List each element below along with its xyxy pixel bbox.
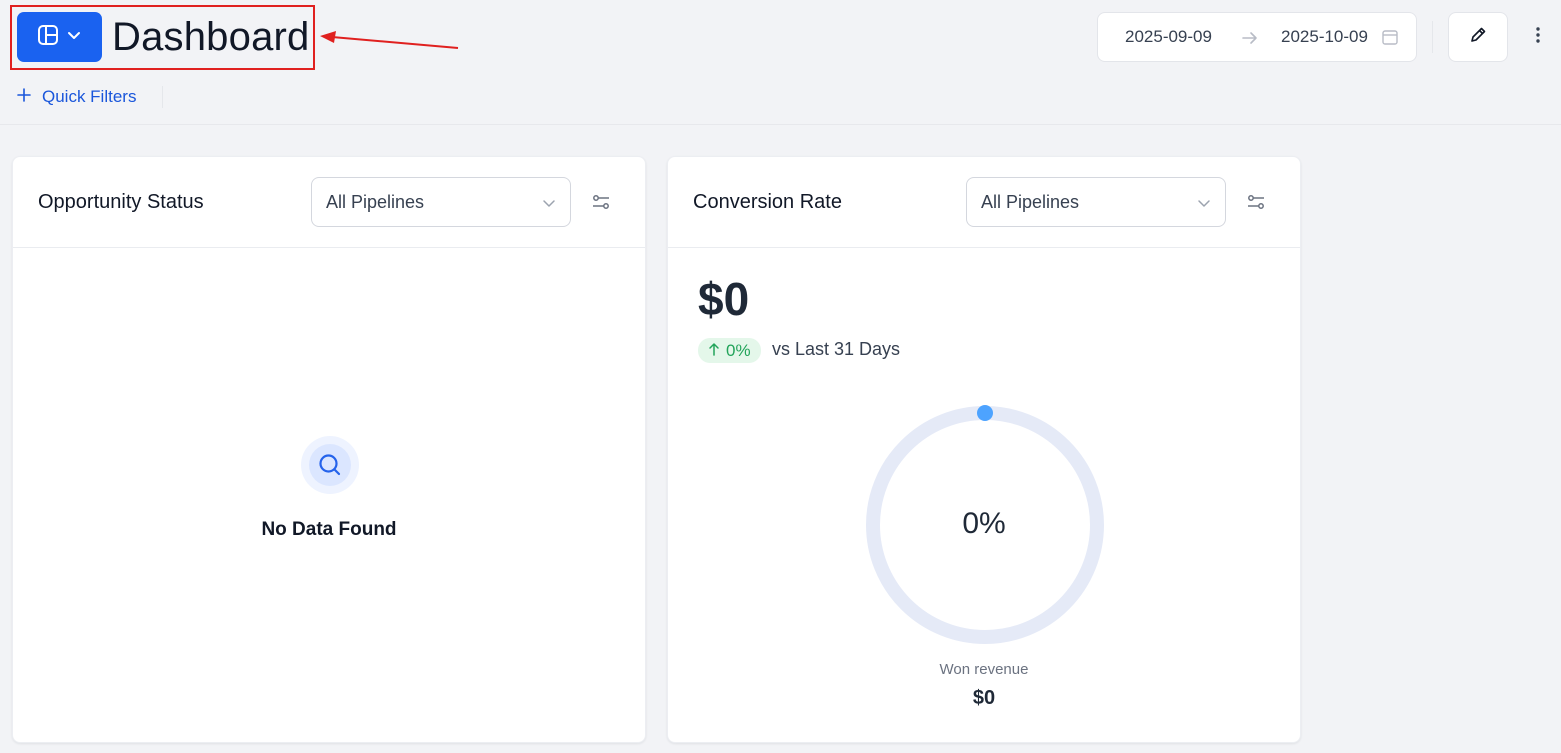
quick-filters-label: Quick Filters [42,87,137,106]
gauge-marker [977,405,993,421]
plus-icon [17,87,31,107]
conversion-value: $0 [698,273,750,325]
card-header: Conversion Rate All Pipelines [668,157,1300,248]
search-icon [301,436,359,494]
widget-settings-button[interactable] [1246,192,1266,212]
annotation-highlight-box [10,5,315,70]
header-divider [0,124,1561,125]
conversion-gauge [866,405,1104,644]
empty-state-text: No Data Found [261,519,397,540]
gauge-percent-label: 0% [962,507,1006,540]
header-separator [1432,21,1433,53]
conversion-rate-card: Conversion Rate All Pipelines $0 [667,156,1301,743]
arrow-right-icon [1240,28,1260,53]
arrow-up-icon [708,341,720,361]
card-header: Opportunity Status All Pipelines [13,157,645,248]
layout-icon [37,24,59,51]
pipeline-select[interactable]: All Pipelines [966,177,1226,227]
card-title: Conversion Rate [693,191,842,213]
more-options-button[interactable] [1528,22,1548,52]
won-revenue-value: $0 [972,687,996,709]
change-badge: 0% [698,338,761,363]
widget-settings-button[interactable] [591,192,611,212]
dashboard-header: Dashboard 2025-09-09 2025-10-09 [0,0,1561,125]
change-percent: 0% [726,340,751,360]
won-revenue-label: Won revenue [939,661,1029,678]
pipeline-select-value: All Pipelines [326,192,425,212]
chevron-down-icon [66,27,82,48]
calendar-icon [1381,28,1399,51]
pipeline-select[interactable]: All Pipelines [311,177,571,227]
sliders-icon [1246,195,1266,216]
comparison-text: vs Last 31 Days [772,339,901,359]
vertical-dots-icon [1535,25,1541,50]
layout-switcher-button[interactable] [17,12,102,62]
date-range-picker[interactable]: 2025-09-09 2025-10-09 [1097,12,1417,62]
sliders-icon [591,195,611,216]
card-title: Opportunity Status [38,191,204,213]
annotation-arrow [320,31,459,49]
quick-filters-button[interactable]: Quick Filters [17,85,136,109]
chevron-down-icon [1197,196,1211,215]
edit-dashboard-button[interactable] [1448,12,1508,62]
pencil-icon [1468,25,1488,50]
chevron-down-icon [542,196,556,215]
date-start[interactable]: 2025-09-09 [1125,27,1212,46]
page-title: Dashboard [112,15,310,59]
opportunity-status-card: Opportunity Status All Pipelines [12,156,646,743]
quick-filters-separator [162,86,163,108]
date-end[interactable]: 2025-10-09 [1281,27,1368,46]
pipeline-select-value: All Pipelines [981,192,1080,212]
